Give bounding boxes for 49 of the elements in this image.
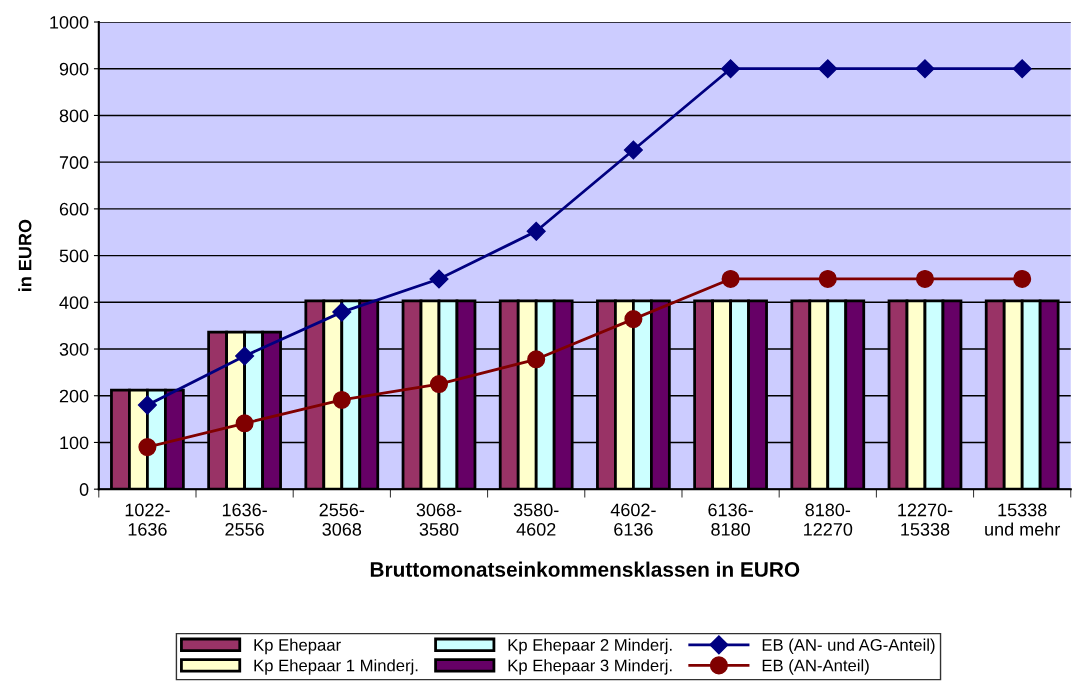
point	[1013, 269, 1032, 288]
point	[623, 140, 643, 160]
point	[721, 59, 741, 79]
point	[624, 310, 643, 329]
x-tick-label: 15338 und mehr	[985, 503, 1061, 536]
x-tick-label: 8180- 12270	[804, 503, 853, 536]
point	[721, 269, 740, 288]
y-tick-label: 100	[60, 436, 89, 450]
point	[429, 375, 449, 394]
y-tick-label: 900	[59, 62, 89, 76]
x-tick-label: 1022- 1636	[125, 503, 170, 536]
x-axis-title: Bruttomonatseinkommensklassen in EURO	[370, 561, 800, 577]
y-tick-label: 1000	[50, 15, 89, 29]
point	[235, 414, 254, 433]
legend-label: Kp Ehepaar 1 Minderj.	[254, 659, 418, 675]
x-tick-label: 6136- 8180	[708, 503, 753, 536]
y-tick-label: 800	[59, 109, 89, 123]
point	[818, 59, 838, 79]
point	[915, 269, 935, 288]
x-tick-label: 12270- 15338	[898, 503, 953, 536]
point	[332, 390, 351, 409]
x-tick-label: 3580- 4602	[513, 503, 559, 536]
y-axis-title: in EURO	[18, 219, 32, 291]
legend-label: Kp Ehepaar 3 Minderj.	[508, 659, 672, 675]
legend-label: EB (AN-Anteil)	[762, 659, 869, 675]
point	[235, 346, 255, 366]
x-tick-label: 4602- 6136	[610, 503, 656, 536]
y-tick-label: 600	[59, 202, 89, 216]
point	[1012, 59, 1032, 79]
point	[429, 269, 449, 289]
point	[915, 59, 935, 79]
x-tick-label: 1636- 2556	[222, 503, 267, 536]
legend-label: Kp Ehepaar 2 Minderj.	[508, 638, 672, 655]
point	[818, 269, 837, 288]
point	[526, 221, 546, 241]
point	[332, 302, 352, 322]
legend-label: Kp Ehepaar	[254, 638, 341, 655]
point	[527, 350, 546, 369]
point	[137, 395, 157, 415]
y-tick-label: 200	[59, 389, 89, 403]
x-tick-label: 3068- 3580	[416, 503, 462, 536]
y-tick-label: 300	[59, 342, 89, 356]
y-tick-label: 500	[59, 249, 89, 263]
y-tick-label: 400	[59, 296, 89, 310]
y-tick-label: 0	[79, 483, 89, 496]
point	[138, 438, 157, 457]
legend-label: EB (AN- und AG-Anteil)	[762, 638, 935, 655]
x-tick-label: 2556- 3068	[319, 503, 365, 536]
y-tick-label: 700	[59, 156, 89, 169]
